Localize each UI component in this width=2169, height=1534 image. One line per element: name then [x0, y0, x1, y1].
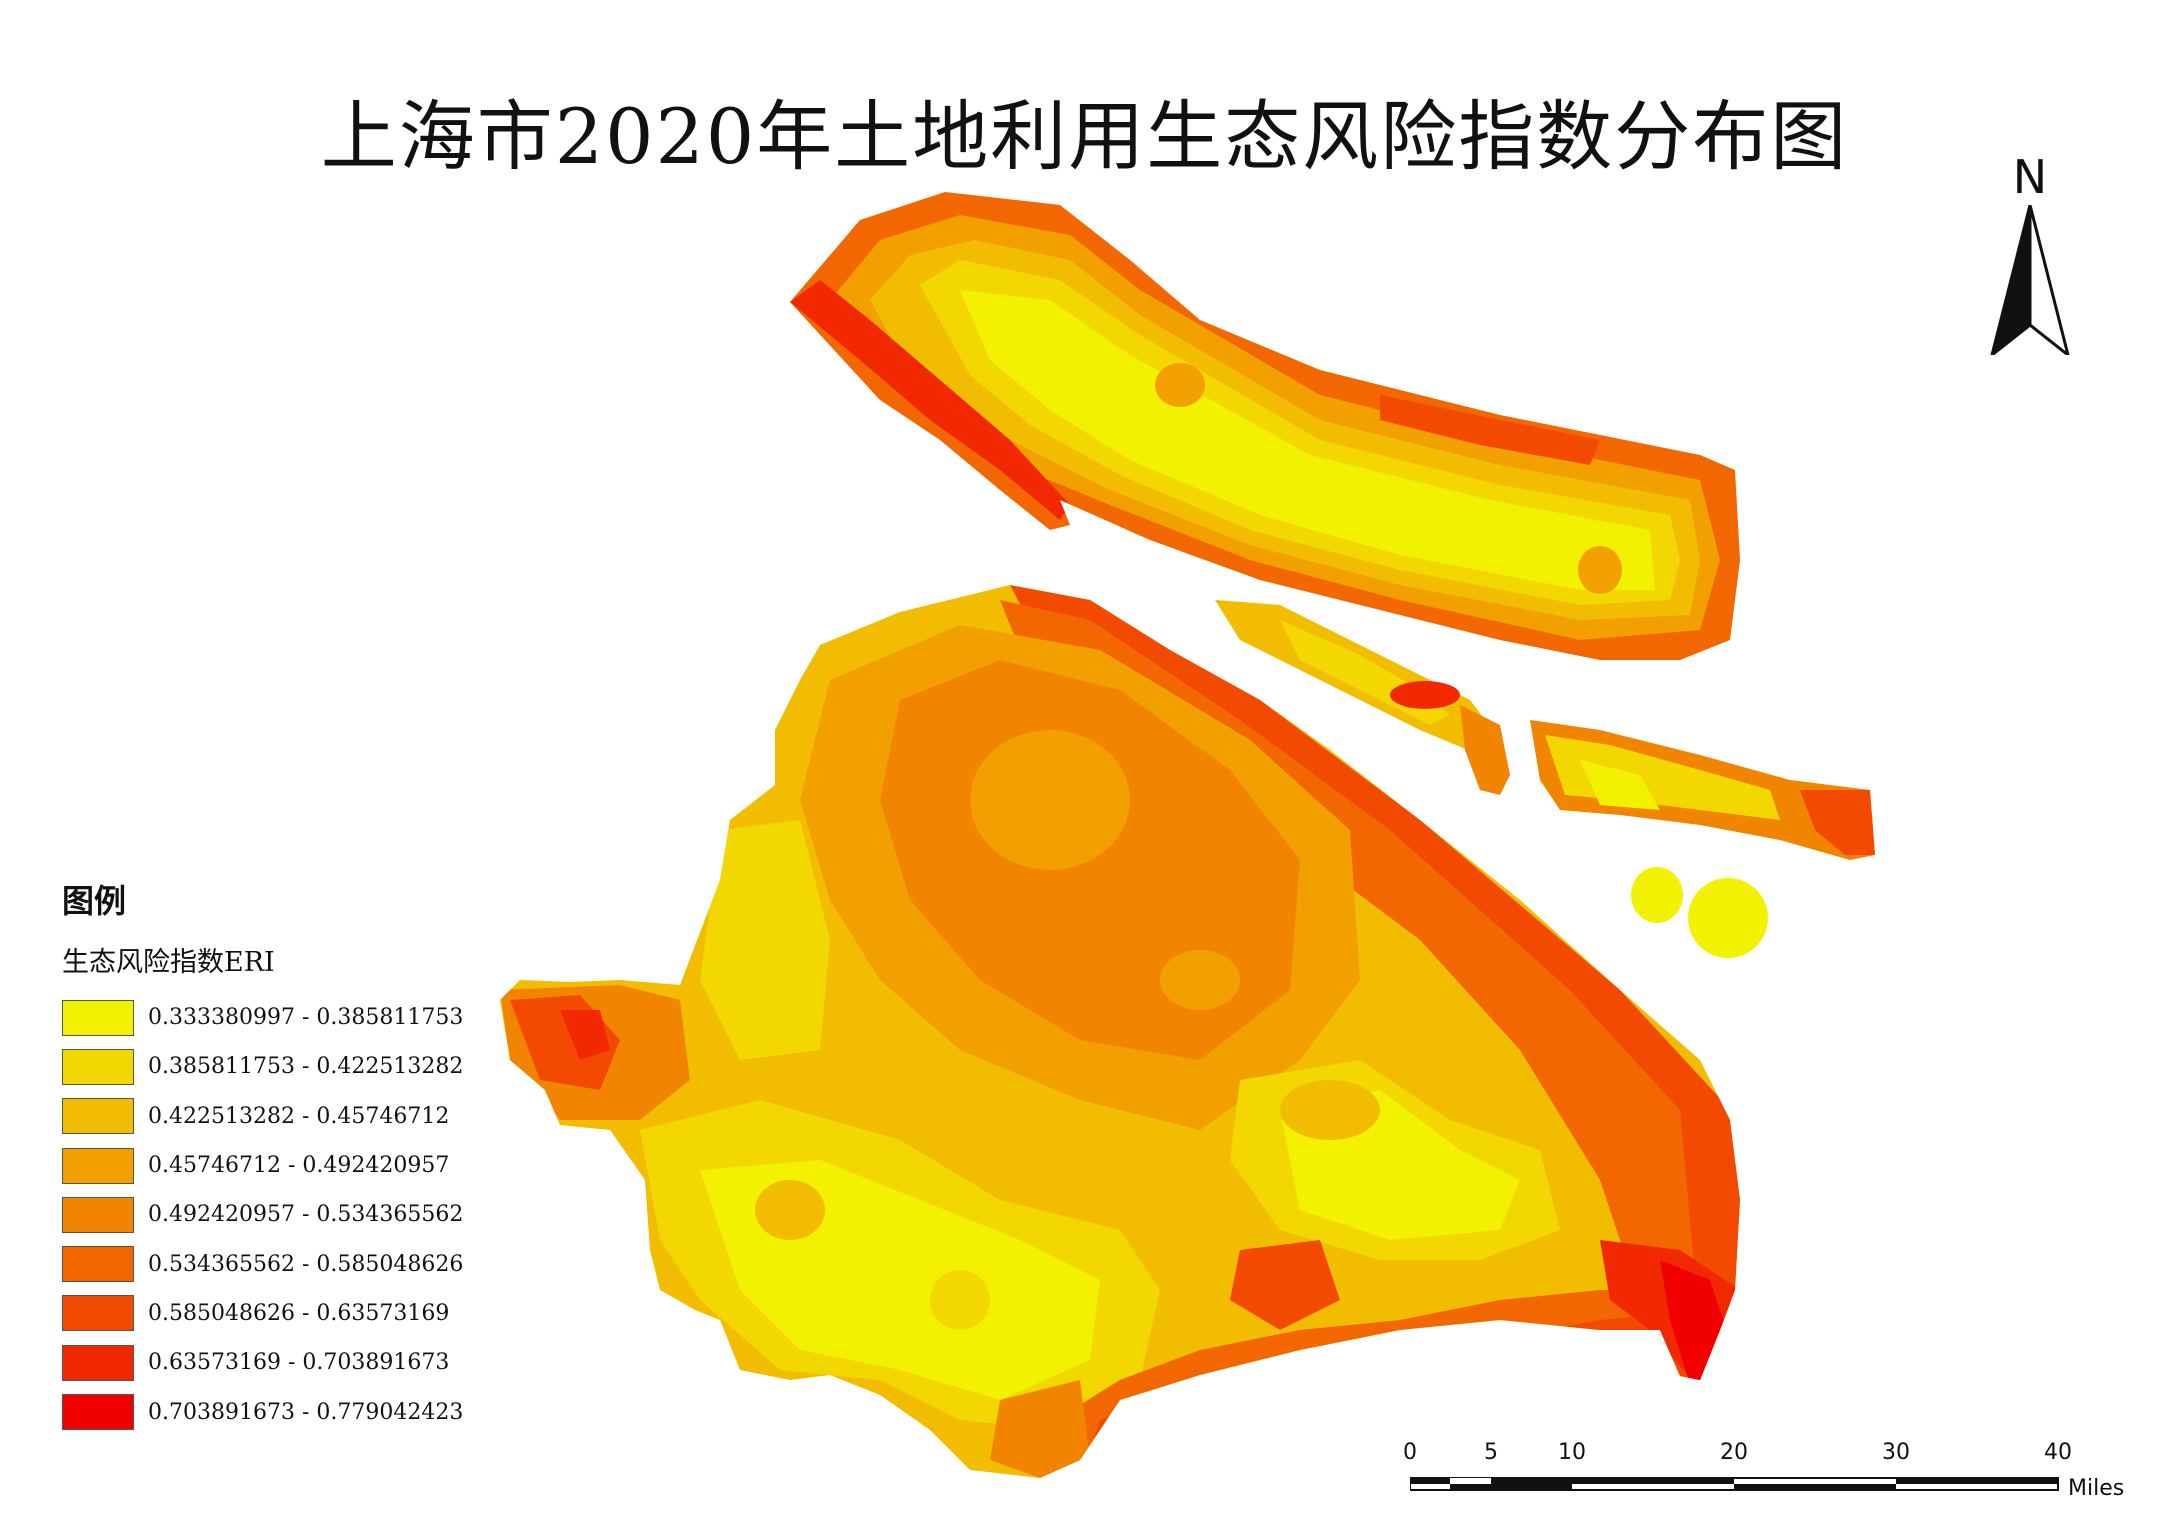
chongming-island: [790, 192, 1740, 660]
scale-tick-label: 0: [1403, 1440, 1417, 1465]
legend-item: 0.333380997 - 0.385811753: [62, 993, 463, 1042]
legend-label: 0.585048626 - 0.63573169: [148, 1300, 450, 1326]
legend-item: 0.422513282 - 0.45746712: [62, 1092, 463, 1141]
legend-label: 0.63573169 - 0.703891673: [148, 1350, 450, 1376]
scale-tick-label: 5: [1484, 1440, 1498, 1465]
legend-label: 0.492420957 - 0.534365562: [148, 1202, 464, 1228]
mainland: [500, 585, 1740, 1478]
legend-swatch: [62, 1196, 134, 1233]
legend-item: 0.492420957 - 0.534365562: [62, 1190, 463, 1239]
scale-tick-label: 20: [1720, 1440, 1748, 1465]
legend-item: 0.703891673 - 0.779042423: [62, 1387, 463, 1436]
legend-label: 0.703891673 - 0.779042423: [148, 1399, 464, 1425]
legend-swatch: [62, 1048, 134, 1085]
hengsha-island: [1530, 720, 1875, 958]
legend-swatch: [62, 1098, 134, 1135]
north-arrow-icon: [1990, 205, 2070, 355]
legend-swatch: [62, 1295, 134, 1332]
north-letter: N: [2012, 150, 2048, 204]
scale-bar-graphic: [1410, 1477, 2059, 1491]
legend-label: 0.422513282 - 0.45746712: [148, 1103, 450, 1129]
legend-label: 0.385811753 - 0.422513282: [148, 1054, 464, 1080]
legend-swatch: [62, 999, 134, 1036]
scale-unit: Miles: [2068, 1476, 2125, 1501]
scale-tick-label: 30: [1882, 1440, 1910, 1465]
legend-swatch: [62, 1147, 134, 1184]
legend-item: 0.534365562 - 0.585048626: [62, 1239, 463, 1288]
scale-bar: 0 5 10 20 30 40 Miles: [1403, 1440, 2124, 1520]
legend-label: 0.534365562 - 0.585048626: [148, 1251, 464, 1277]
legend-label: 0.45746712 - 0.492420957: [148, 1153, 450, 1179]
scale-tick-label: 40: [2044, 1440, 2072, 1465]
map-title: 上海市2020年土地利用生态风险指数分布图: [320, 92, 1849, 181]
legend-item: 0.385811753 - 0.422513282: [62, 1042, 463, 1091]
scale-tick-label: 10: [1558, 1440, 1586, 1465]
north-arrow: N: [1990, 150, 2110, 355]
changxing-island: [1215, 600, 1510, 795]
legend-swatch: [62, 1394, 134, 1431]
legend-item: 0.585048626 - 0.63573169: [62, 1289, 463, 1338]
legend-subtitle: 生态风险指数ERI: [62, 947, 275, 978]
legend-rows: 0.333380997 - 0.385811753 0.385811753 - 0…: [62, 993, 463, 1437]
legend-item: 0.63573169 - 0.703891673: [62, 1338, 463, 1387]
legend-heading: 图例: [62, 882, 127, 920]
legend-item: 0.45746712 - 0.492420957: [62, 1141, 463, 1190]
legend: 图例 生态风险指数ERI 0.333380997 - 0.385811753 0.…: [62, 876, 463, 1437]
legend-label: 0.333380997 - 0.385811753: [148, 1005, 464, 1031]
legend-swatch: [62, 1246, 134, 1283]
legend-swatch: [62, 1344, 134, 1381]
